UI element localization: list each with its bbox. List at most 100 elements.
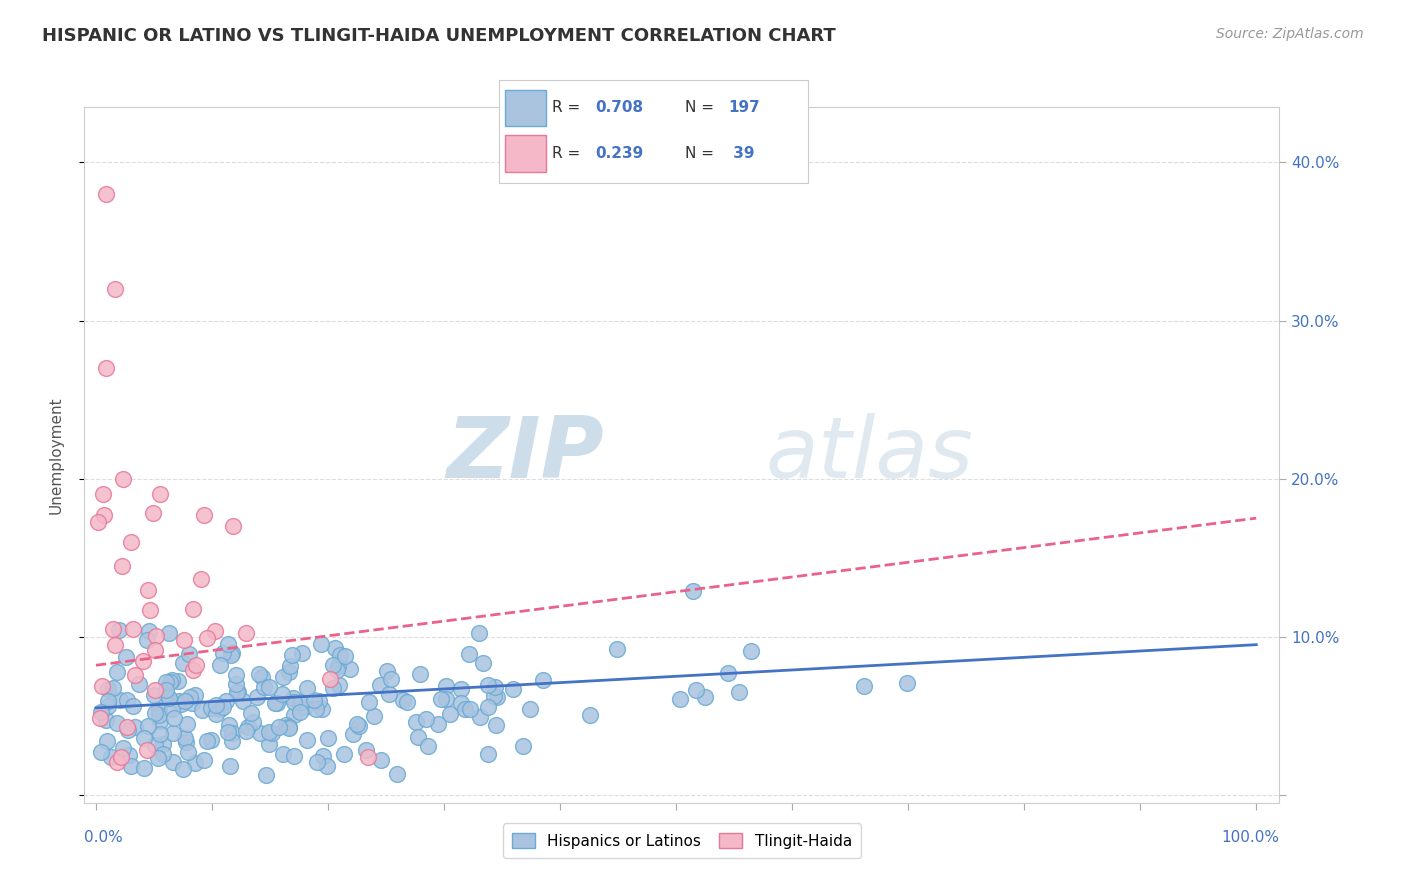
Point <box>111 558 134 573</box>
Point <box>162 726 184 740</box>
Point <box>94 360 117 375</box>
Point <box>458 702 481 716</box>
Point <box>458 648 481 662</box>
Point <box>183 688 205 702</box>
Point <box>96 734 118 748</box>
Point <box>191 703 214 717</box>
Point <box>392 693 415 707</box>
Point <box>283 691 305 706</box>
Point <box>375 664 398 678</box>
Point <box>105 755 128 769</box>
Point <box>225 677 247 691</box>
Point <box>291 646 314 660</box>
Point <box>157 625 180 640</box>
Point <box>172 657 194 671</box>
Text: 0.0%: 0.0% <box>84 830 124 845</box>
Text: 0.708: 0.708 <box>595 101 643 115</box>
Point <box>740 644 762 658</box>
Point <box>162 673 184 687</box>
Point <box>200 701 222 715</box>
Point <box>143 688 166 702</box>
Point <box>328 658 350 673</box>
Point <box>195 631 218 645</box>
Point <box>157 690 180 705</box>
Y-axis label: Unemployment: Unemployment <box>49 396 63 514</box>
Point <box>149 714 172 728</box>
Point <box>450 696 472 710</box>
Point <box>170 697 193 711</box>
Point <box>304 702 326 716</box>
Point <box>283 708 305 723</box>
Point <box>208 658 231 673</box>
Point <box>271 670 294 684</box>
Point <box>105 665 128 679</box>
Point <box>112 741 135 756</box>
Point <box>290 695 312 709</box>
Point <box>145 682 167 697</box>
Point <box>322 657 344 672</box>
Point <box>204 698 226 712</box>
Point <box>124 720 146 734</box>
Point <box>214 694 236 708</box>
Point <box>512 739 534 753</box>
Text: HISPANIC OR LATINO VS TLINGIT-HAIDA UNEMPLOYMENT CORRELATION CHART: HISPANIC OR LATINO VS TLINGIT-HAIDA UNEM… <box>42 27 837 45</box>
Point <box>716 666 738 681</box>
Point <box>278 721 301 735</box>
Point <box>347 719 370 733</box>
Point <box>249 667 271 681</box>
Point <box>290 705 312 719</box>
Point <box>519 702 541 716</box>
Point <box>143 643 166 657</box>
Point <box>173 632 195 647</box>
Point <box>90 745 112 759</box>
Point <box>163 711 186 725</box>
Point <box>184 756 207 771</box>
Point <box>180 696 202 710</box>
Point <box>115 693 138 707</box>
Point <box>477 678 499 692</box>
Text: 197: 197 <box>728 101 759 115</box>
Point <box>304 692 326 706</box>
Point <box>484 680 506 694</box>
Point <box>274 718 297 732</box>
Point <box>143 706 166 721</box>
Point <box>221 733 243 747</box>
Point <box>97 694 120 708</box>
Text: Source: ZipAtlas.com: Source: ZipAtlas.com <box>1216 27 1364 41</box>
Point <box>218 759 240 773</box>
Point <box>326 663 349 677</box>
Point <box>208 702 231 716</box>
Point <box>103 622 125 636</box>
Point <box>105 716 128 731</box>
Point <box>93 508 115 522</box>
Point <box>173 731 195 746</box>
Point <box>434 691 457 706</box>
Point <box>152 737 174 751</box>
Point <box>96 186 118 201</box>
Point <box>485 718 508 732</box>
Point <box>174 734 197 748</box>
Point <box>114 650 136 665</box>
Point <box>262 725 284 739</box>
Point <box>482 690 505 704</box>
Text: R =: R = <box>551 145 585 161</box>
Point <box>172 762 194 776</box>
Point <box>152 747 174 761</box>
Text: N =: N = <box>685 145 718 161</box>
Point <box>357 695 380 709</box>
Point <box>149 727 172 741</box>
Point <box>167 674 190 689</box>
Point <box>426 717 449 731</box>
Point <box>110 749 132 764</box>
FancyBboxPatch shape <box>505 135 546 171</box>
Point <box>103 638 125 652</box>
Point <box>477 699 499 714</box>
Point <box>342 727 364 741</box>
Point <box>257 737 280 751</box>
Point <box>142 506 165 520</box>
Point <box>405 714 427 729</box>
Point <box>450 681 472 696</box>
Point <box>368 678 391 692</box>
Point <box>406 730 429 744</box>
Point <box>155 682 177 697</box>
